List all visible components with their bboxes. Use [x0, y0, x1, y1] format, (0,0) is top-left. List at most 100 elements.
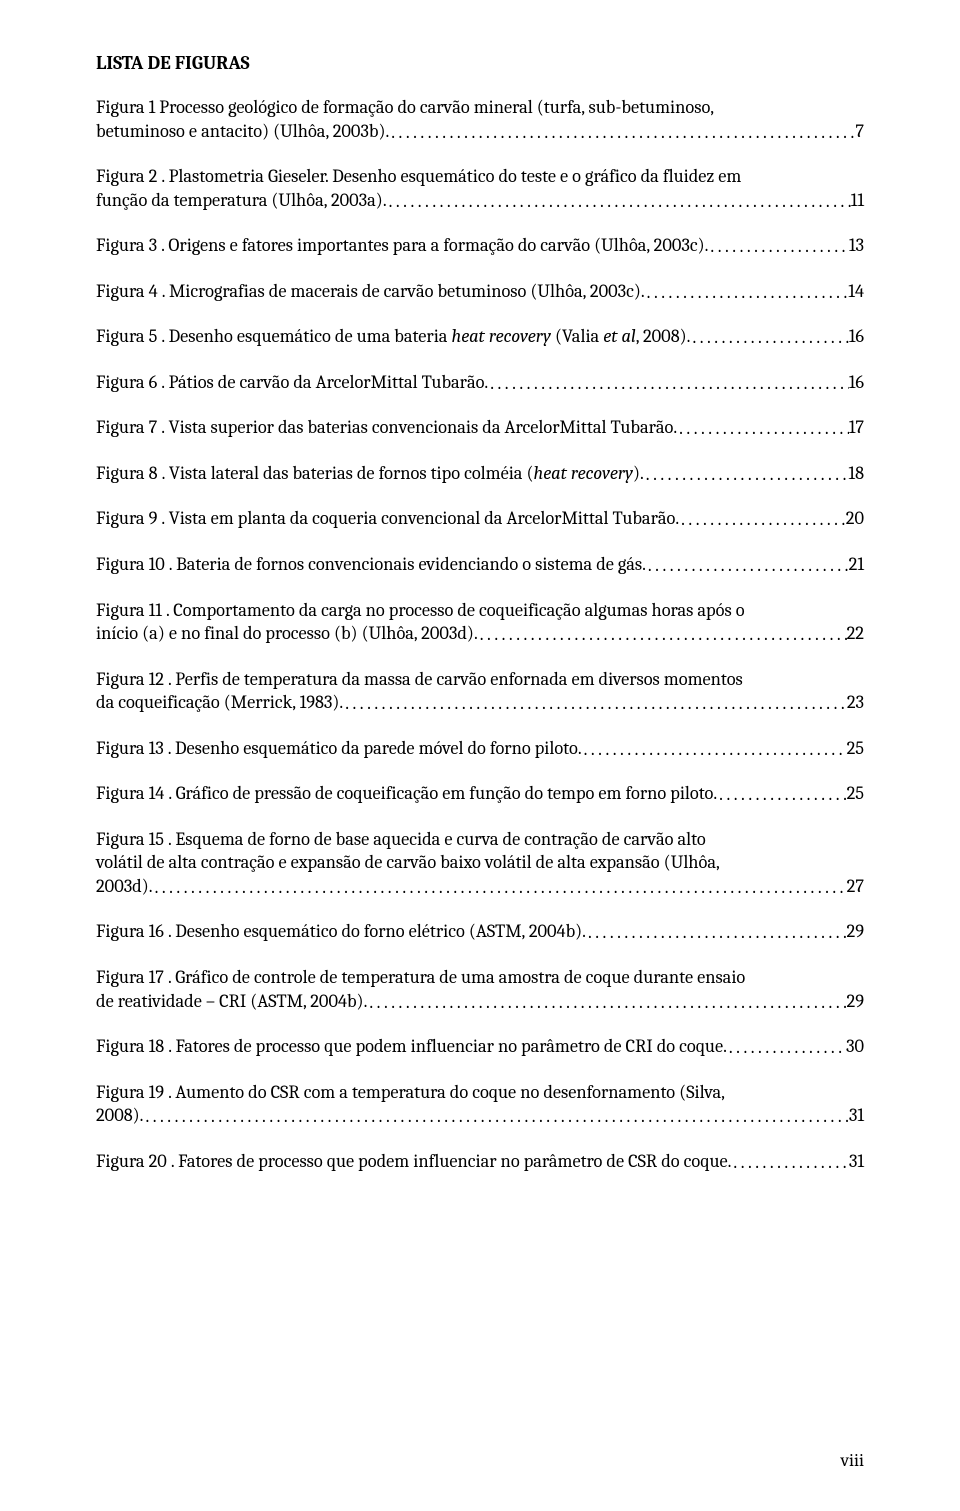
toc-entry: Figura 5 . Desenho esquemático de uma ba… — [96, 325, 864, 349]
toc-page-number: 21 — [849, 553, 864, 577]
toc-entry-last-line: Figura 6 . Pátios de carvão da ArcelorMi… — [96, 371, 864, 395]
toc-leader: ........................................… — [708, 235, 848, 259]
toc-entry: Figura 11 . Comportamento da carga no pr… — [96, 599, 864, 646]
toc-entry-label: Figura 14 . Gráfico de pressão de coquei… — [96, 782, 717, 806]
toc-entry: Figura 2 . Plastometria Gieseler. Desenh… — [96, 165, 864, 212]
toc-page-number: 16 — [849, 371, 864, 395]
toc-entry-label: 2008). — [96, 1104, 143, 1128]
toc-page-number: 14 — [848, 280, 864, 304]
toc-entry-last-line: Figura 10 . Bateria de fornos convencion… — [96, 553, 864, 577]
toc-entry: Figura 18 . Fatores de processo que pode… — [96, 1035, 864, 1059]
toc-entry: Figura 9 . Vista em planta da coqueria c… — [96, 507, 864, 531]
toc-page-number: 29 — [847, 990, 864, 1014]
toc-page-number: 25 — [847, 737, 864, 761]
toc-page-number: 7 — [855, 120, 864, 144]
toc-leader: ........................................… — [645, 281, 849, 305]
toc-leader: ........................................… — [586, 921, 847, 945]
toc-leader: ........................................… — [389, 121, 855, 145]
toc-leader: ........................................… — [143, 1105, 848, 1129]
toc-leader: ........................................… — [367, 991, 846, 1015]
toc-entry-label: Figura 13 . Desenho esquemático da pared… — [96, 737, 582, 761]
toc-page-number: 16 — [849, 325, 864, 349]
toc-leader: ........................................… — [727, 1036, 846, 1060]
toc-leader: ........................................… — [478, 623, 847, 647]
toc-page-number: 31 — [849, 1104, 864, 1128]
toc-entry-last-line: início (a) e no final do processo (b) (U… — [96, 622, 864, 646]
toc-entry-label: início (a) e no final do processo (b) (U… — [96, 622, 478, 646]
toc-entry-text: Figura 12 . Perfis de temperatura da mas… — [96, 668, 864, 692]
toc-entry-last-line: Figura 3 . Origens e fatores importantes… — [96, 234, 864, 258]
toc-entry-label: Figura 18 . Fatores de processo que pode… — [96, 1035, 727, 1059]
toc-entry: Figura 14 . Gráfico de pressão de coquei… — [96, 782, 864, 806]
toc-entry-last-line: Figura 8 . Vista lateral das baterias de… — [96, 462, 864, 486]
toc-page-number: 18 — [848, 462, 864, 486]
toc-entry-text: Figura 17 . Gráfico de controle de tempe… — [96, 966, 864, 990]
toc-entry-last-line: Figura 5 . Desenho esquemático de uma ba… — [96, 325, 864, 349]
toc-entry: Figura 1 Processo geológico de formação … — [96, 96, 864, 143]
toc-page-number: 27 — [847, 875, 864, 899]
toc-entry-text: Figura 11 . Comportamento da carga no pr… — [96, 599, 864, 623]
toc-entry-label: Figura 16 . Desenho esquemático do forno… — [96, 920, 586, 944]
toc-entry-text: Figura 1 Processo geológico de formação … — [96, 96, 864, 120]
toc-entry-last-line: Figura 18 . Fatores de processo que pode… — [96, 1035, 864, 1059]
toc-entry-label: betuminoso e antacito) (Ulhôa, 2003b). — [96, 120, 389, 144]
toc-page-number: 11 — [851, 189, 864, 213]
toc-page-number: 31 — [849, 1150, 864, 1174]
toc-page-number: 17 — [849, 416, 864, 440]
toc-page-number: 25 — [847, 782, 864, 806]
toc-leader: ........................................… — [679, 508, 846, 532]
toc-page-number: 23 — [847, 691, 864, 715]
toc-leader: ........................................… — [343, 692, 847, 716]
page-title: LISTA DE FIGURAS — [96, 52, 864, 74]
toc-page-number: 22 — [847, 622, 864, 646]
toc-entry: Figura 4 . Micrografias de macerais de c… — [96, 280, 864, 304]
toc-page-number: 20 — [846, 507, 864, 531]
toc-entry-text: Figura 19 . Aumento do CSR com a tempera… — [96, 1081, 864, 1105]
toc-entry: Figura 6 . Pátios de carvão da ArcelorMi… — [96, 371, 864, 395]
toc-entry-label: de reatividade – CRI (ASTM, 2004b). — [96, 990, 367, 1014]
toc-entry: Figura 19 . Aumento do CSR com a tempera… — [96, 1081, 864, 1128]
toc-leader: ........................................… — [690, 326, 848, 350]
page-number-roman: viii — [841, 1450, 864, 1471]
toc-entry: Figura 20 . Fatores de processo que pode… — [96, 1150, 864, 1174]
toc-entry: Figura 17 . Gráfico de controle de tempe… — [96, 966, 864, 1013]
toc-leader: ........................................… — [677, 417, 849, 441]
toc-entry: Figura 16 . Desenho esquemático do forno… — [96, 920, 864, 944]
toc-entry-label: da coqueificação (Merrick, 1983). — [96, 691, 343, 715]
toc-entry-label: Figura 3 . Origens e fatores importantes… — [96, 234, 708, 258]
toc-entry-label: Figura 4 . Micrografias de macerais de c… — [96, 280, 645, 304]
toc-leader: ........................................… — [488, 372, 848, 396]
toc-entry-last-line: Figura 4 . Micrografias de macerais de c… — [96, 280, 864, 304]
toc-entry-last-line: função da temperatura (Ulhôa, 2003a)....… — [96, 189, 864, 213]
toc-leader: ........................................… — [387, 190, 851, 214]
toc-entry-label: Figura 20 . Fatores de processo que pode… — [96, 1150, 731, 1174]
toc-entry: Figura 7 . Vista superior das baterias c… — [96, 416, 864, 440]
toc-entry-last-line: betuminoso e antacito) (Ulhôa, 2003b)...… — [96, 120, 864, 144]
toc-leader: ........................................… — [644, 463, 849, 487]
toc-entry: Figura 3 . Origens e fatores importantes… — [96, 234, 864, 258]
toc-entry: Figura 12 . Perfis de temperatura da mas… — [96, 668, 864, 715]
toc-entry-last-line: 2003d)..................................… — [96, 875, 864, 899]
toc-entry-last-line: Figura 16 . Desenho esquemático do forno… — [96, 920, 864, 944]
toc-entry-last-line: Figura 7 . Vista superior das baterias c… — [96, 416, 864, 440]
toc-entry-text: Figura 2 . Plastometria Gieseler. Desenh… — [96, 165, 864, 189]
toc-entry-label: função da temperatura (Ulhôa, 2003a). — [96, 189, 387, 213]
toc-entry-last-line: Figura 9 . Vista em planta da coqueria c… — [96, 507, 864, 531]
list-of-figures: Figura 1 Processo geológico de formação … — [96, 96, 864, 1173]
toc-page-number: 30 — [846, 1035, 864, 1059]
toc-leader: ........................................… — [153, 876, 847, 900]
toc-entry: Figura 13 . Desenho esquemático da pared… — [96, 737, 864, 761]
toc-entry-text: Figura 15 . Esquema de forno de base aqu… — [96, 828, 864, 852]
toc-entry-last-line: da coqueificação (Merrick, 1983)........… — [96, 691, 864, 715]
toc-entry-last-line: 2008)...................................… — [96, 1104, 864, 1128]
toc-entry-label: Figura 5 . Desenho esquemático de uma ba… — [96, 325, 690, 349]
toc-entry-label: 2003d). — [96, 875, 153, 899]
toc-entry-label: Figura 8 . Vista lateral das baterias de… — [96, 462, 644, 486]
toc-entry-last-line: Figura 13 . Desenho esquemático da pared… — [96, 737, 864, 761]
toc-leader: ........................................… — [582, 738, 847, 762]
toc-leader: ........................................… — [646, 554, 849, 578]
toc-entry-label: Figura 10 . Bateria de fornos convencion… — [96, 553, 646, 577]
toc-entry-text: volátil de alta contração e expansão de … — [96, 851, 864, 875]
toc-entry-last-line: Figura 20 . Fatores de processo que pode… — [96, 1150, 864, 1174]
toc-page-number: 13 — [849, 234, 864, 258]
